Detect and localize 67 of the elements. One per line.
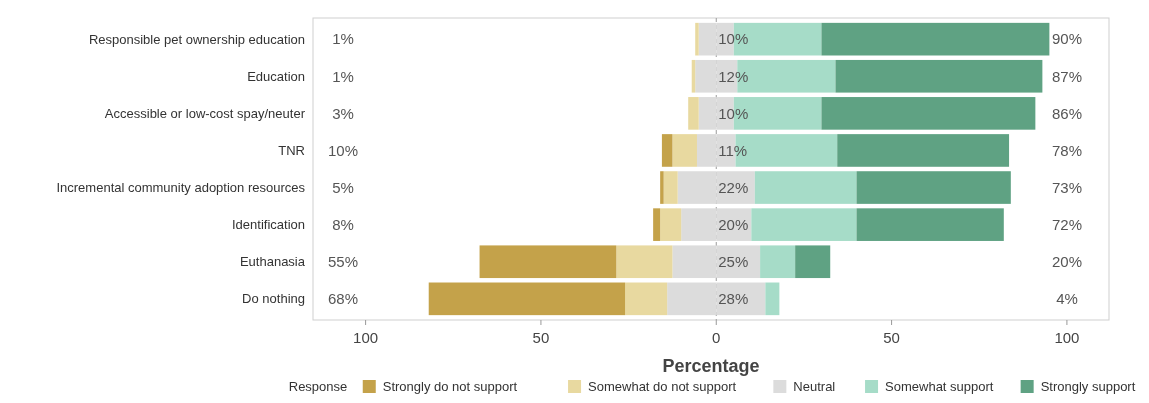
legend-label: Strongly support bbox=[1040, 379, 1136, 394]
bar bbox=[751, 208, 857, 241]
bar bbox=[616, 245, 673, 279]
bar bbox=[653, 208, 661, 241]
bar bbox=[760, 245, 796, 279]
x-tick-label: 100 bbox=[1054, 329, 1080, 346]
annotation: 73% bbox=[1051, 178, 1083, 196]
annotation: 55% bbox=[327, 252, 359, 270]
x-tick-label: 0 bbox=[712, 329, 721, 346]
annotation: 4% bbox=[1056, 290, 1078, 308]
bar bbox=[428, 282, 626, 316]
annotation: 20% bbox=[718, 215, 749, 233]
x-tick-label: 50 bbox=[532, 329, 550, 346]
annotation: 28% bbox=[718, 290, 749, 308]
legend-title: Response bbox=[288, 379, 348, 394]
bar bbox=[821, 97, 1036, 130]
bar bbox=[795, 245, 831, 279]
bar bbox=[625, 282, 668, 316]
annotation: 22% bbox=[718, 178, 749, 196]
annotation: 10% bbox=[718, 30, 749, 48]
annotation: 1% bbox=[332, 30, 354, 48]
annotation: 1% bbox=[332, 67, 354, 85]
x-tick-label: 100 bbox=[353, 329, 379, 346]
annotation: 10% bbox=[718, 104, 749, 122]
annotation: 12% bbox=[718, 67, 749, 85]
y-tick-label: Do nothing bbox=[242, 291, 305, 307]
bar bbox=[856, 171, 1011, 204]
y-tick-label: Incremental community adoption resources bbox=[56, 180, 306, 196]
bar bbox=[754, 171, 857, 204]
bar bbox=[835, 59, 1043, 93]
bar bbox=[663, 171, 678, 204]
bar bbox=[660, 208, 682, 241]
annotation: 5% bbox=[332, 178, 354, 196]
annotation: 90% bbox=[1051, 30, 1083, 48]
y-tick-label: Accessible or low-cost spay/neuter bbox=[104, 105, 306, 121]
x-tick-label: 50 bbox=[883, 329, 900, 346]
annotation: 10% bbox=[327, 141, 359, 159]
bar bbox=[856, 208, 1004, 241]
y-tick-label: Education bbox=[247, 68, 305, 84]
y-tick-label: Responsible pet ownership education bbox=[88, 31, 305, 47]
bar bbox=[695, 22, 699, 56]
annotation: 25% bbox=[718, 252, 749, 270]
legend-label: Somewhat do not support bbox=[588, 379, 737, 394]
bar bbox=[479, 245, 617, 279]
annotation: 78% bbox=[1051, 141, 1083, 159]
legend-label: Somewhat support bbox=[885, 379, 994, 394]
x-axis-title: Percentage bbox=[662, 356, 760, 376]
bar bbox=[821, 22, 1050, 56]
annotation: 20% bbox=[1051, 252, 1083, 270]
legend-label: Neutral bbox=[793, 379, 836, 394]
bar bbox=[765, 282, 780, 316]
y-tick-label: Identification bbox=[232, 217, 305, 233]
annotation: 86% bbox=[1051, 104, 1083, 122]
annotation: 8% bbox=[332, 215, 354, 233]
legend-label: Strongly do not support bbox=[382, 379, 518, 394]
annotation: 87% bbox=[1051, 67, 1083, 85]
bar bbox=[672, 134, 697, 167]
bar bbox=[688, 97, 699, 130]
annotation: 3% bbox=[332, 104, 354, 122]
bar bbox=[837, 134, 1010, 167]
bar bbox=[660, 171, 664, 204]
y-tick-label: TNR bbox=[278, 143, 305, 158]
annotation: 72% bbox=[1051, 215, 1083, 233]
annotation: 11% bbox=[718, 141, 748, 159]
y-tick-label: Euthanasia bbox=[239, 254, 306, 270]
annotation: 68% bbox=[327, 290, 359, 308]
bar bbox=[661, 134, 673, 167]
